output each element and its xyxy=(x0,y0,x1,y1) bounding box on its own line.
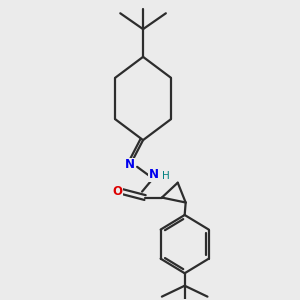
Text: N: N xyxy=(149,168,159,181)
Text: N: N xyxy=(125,158,135,171)
Text: H: H xyxy=(162,171,169,181)
Text: O: O xyxy=(112,185,122,198)
